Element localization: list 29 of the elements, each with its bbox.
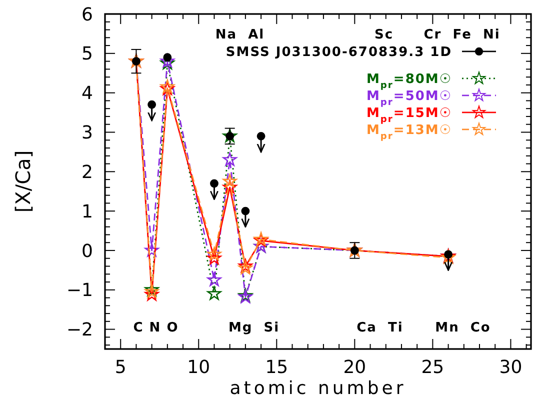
annotation: Mg Si [228,320,280,336]
y-tick-label: 6 [82,4,93,26]
y-axis-title: [X/Ca] [11,150,35,213]
x-tick-label: 20 [343,357,366,378]
y-tick-label: 0 [82,240,93,262]
annotation: Sc [374,28,394,43]
x-tick-label: 25 [421,357,444,378]
annotation: Mn Co [435,320,491,336]
x-tick-label: 30 [499,357,522,378]
x-axis-title: atomic number [230,378,406,399]
annotation: C N O [133,320,179,336]
annotation: Na Al [215,28,265,43]
y-tick-label: 5 [82,44,93,65]
y-tick-label: 1 [82,201,93,222]
legend-label: M$_{pr}$=80M☉ [366,72,452,91]
legend-label: M$_{pr}$=13M☉ [366,122,452,142]
y-tick-label: −1 [66,280,93,302]
legend-label: SMSS J031300-670839.3 1D [226,44,452,60]
x-tick-label: 5 [114,357,126,378]
legend-label: M$_{pr}$=50M☉ [366,88,452,108]
y-tick-label: −2 [66,320,93,341]
annotation: Cr Fe Ni [424,28,500,43]
annotation: Ca Ti [356,320,404,336]
y-tick-label: 4 [82,83,93,104]
x-tick-label: 15 [265,357,288,378]
y-tick-label: 2 [82,162,93,183]
x-tick-label: 10 [187,357,210,378]
y-tick-label: 3 [82,122,93,144]
legend-label: M$_{pr}$=15M☉ [366,106,452,125]
